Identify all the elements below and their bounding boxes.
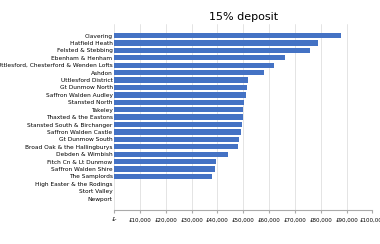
Bar <box>114 70 264 75</box>
Bar <box>114 122 242 127</box>
Bar <box>114 92 246 98</box>
Bar <box>114 85 247 90</box>
Bar <box>114 55 285 61</box>
Bar <box>114 107 243 112</box>
Bar <box>114 129 241 135</box>
Bar <box>114 62 274 68</box>
Bar <box>114 40 318 46</box>
Bar <box>114 33 341 38</box>
Bar <box>114 166 215 172</box>
Bar <box>114 152 228 157</box>
Bar <box>114 48 310 53</box>
Bar <box>114 144 238 150</box>
Bar <box>114 159 216 164</box>
Bar <box>114 100 244 105</box>
Bar <box>114 137 239 142</box>
Title: 15% deposit: 15% deposit <box>209 12 278 22</box>
Bar <box>114 114 243 120</box>
Bar <box>114 77 249 83</box>
Bar <box>114 174 212 179</box>
